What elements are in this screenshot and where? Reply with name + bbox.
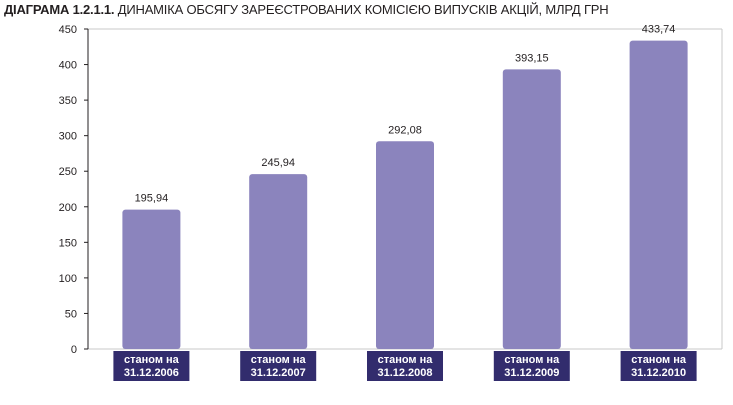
value-labels: 195,94 245,94 292,08 393,15 433,74	[135, 24, 676, 205]
category-label-2-line-2: 31.12.2007	[251, 367, 306, 379]
category-label-3-line-2: 31.12.2008	[377, 367, 432, 379]
bar-2	[249, 174, 308, 349]
y-tick-label: 0	[71, 344, 77, 356]
category-label-2-line-1: станом на	[251, 354, 307, 366]
bar-3	[376, 141, 434, 349]
y-tick-label: 250	[59, 166, 77, 178]
value-label-1: 195,94	[135, 193, 169, 205]
category-label-box-4	[493, 351, 570, 381]
category-label-4-line-2: 31.12.2009	[504, 367, 559, 379]
chart-title: ДІАГРАМА 1.2.1.1. ДИНАМІКА ОБСЯГУ ЗАРЕЄС…	[4, 2, 729, 17]
bar-1	[122, 209, 181, 349]
y-axis: 0 50 100 150 200 250 300 350 400 450	[59, 24, 89, 356]
y-tick-label: 300	[59, 131, 77, 143]
category-label-1-line-1: станом на	[124, 354, 180, 366]
value-label-5: 433,74	[642, 24, 676, 36]
y-tick-label: 350	[59, 95, 77, 107]
category-label-box-5	[620, 351, 697, 381]
y-tick-label: 50	[65, 308, 77, 320]
category-label-5-line-2: 31.12.2010	[631, 367, 686, 379]
y-tick-label: 400	[59, 60, 77, 72]
category-label-1-line-2: 31.12.2006	[124, 367, 179, 379]
y-tick-label: 150	[59, 237, 77, 249]
category-label-box-2	[240, 351, 317, 381]
category-label-5-line-1: станом на	[631, 354, 687, 366]
category-label-3-line-1: станом на	[378, 354, 434, 366]
value-label-2: 245,94	[261, 157, 295, 169]
category-label-box-3	[367, 351, 443, 381]
y-tick-label: 100	[59, 273, 77, 285]
bars-group	[122, 40, 688, 349]
value-label-4: 393,15	[515, 52, 549, 64]
category-label-4-line-1: станом на	[504, 354, 560, 366]
chart-title-text: ДИНАМІКА ОБСЯГУ ЗАРЕЄСТРОВАНИХ КОМІСІЄЮ …	[117, 2, 609, 17]
chart-title-prefix: ДІАГРАМА 1.2.1.1.	[4, 2, 115, 17]
y-tick-label: 450	[59, 24, 77, 36]
category-label-box-1	[113, 351, 190, 381]
value-label-3: 292,08	[388, 124, 422, 136]
y-tick-label: 200	[59, 202, 77, 214]
bar-4	[502, 69, 561, 349]
bar-5	[629, 40, 688, 349]
